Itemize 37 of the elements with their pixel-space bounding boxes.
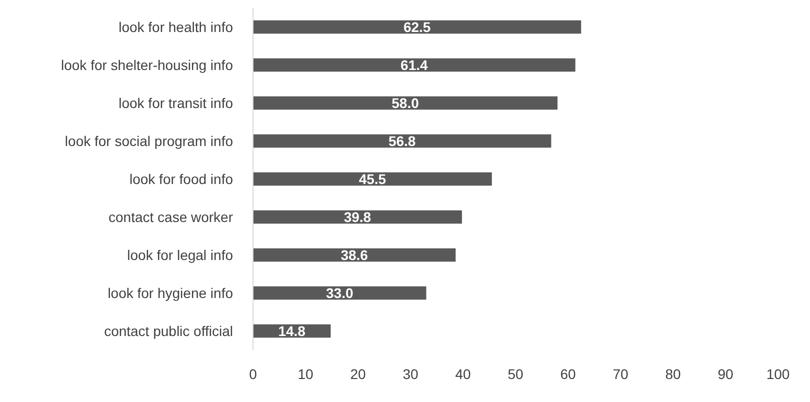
data-label: 33.0 <box>326 285 354 302</box>
bar <box>253 134 552 148</box>
x-tick-label: 0 <box>249 366 258 382</box>
x-tick-label: 80 <box>665 366 681 382</box>
y-tick-label: look for legal info <box>127 247 234 264</box>
x-tick-label: 10 <box>298 366 314 382</box>
data-label: 39.8 <box>344 209 372 226</box>
bar <box>253 58 576 72</box>
x-tick-label: 90 <box>718 366 734 382</box>
bar <box>253 210 462 224</box>
data-label: 14.8 <box>278 323 306 340</box>
x-tick-label: 100 <box>766 366 790 382</box>
bar <box>253 96 558 110</box>
bar <box>253 172 492 186</box>
y-tick-label: look for hygiene info <box>108 285 234 302</box>
bar <box>253 20 582 34</box>
x-tick-label: 30 <box>402 366 418 382</box>
y-tick-label: contact public official <box>104 323 233 340</box>
data-label: 45.5 <box>358 171 386 188</box>
x-tick-label: 20 <box>350 366 366 382</box>
x-tick-label: 60 <box>560 366 576 382</box>
data-label: 56.8 <box>388 133 416 150</box>
x-tick-label: 70 <box>612 366 628 382</box>
data-label: 62.5 <box>403 19 431 36</box>
x-tick-label: 50 <box>508 366 524 382</box>
y-tick-label: look for food info <box>129 171 234 188</box>
bar <box>253 286 426 300</box>
y-tick-label: look for transit info <box>118 95 234 112</box>
data-label: 38.6 <box>340 247 368 264</box>
data-label: 61.4 <box>400 57 428 74</box>
data-label: 58.0 <box>392 95 420 112</box>
x-tick-label: 40 <box>455 366 471 382</box>
y-tick-label: look for shelter-housing info <box>61 57 234 74</box>
y-tick-label: contact case worker <box>108 209 234 226</box>
bar <box>253 248 456 262</box>
y-tick-label: look for social program info <box>64 133 234 150</box>
y-tick-label: look for health info <box>118 19 234 36</box>
